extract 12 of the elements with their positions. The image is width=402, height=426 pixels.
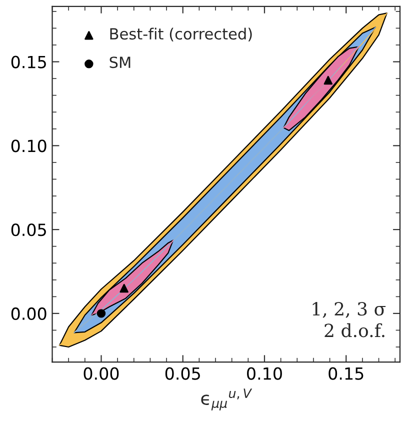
y-tick-label: 0.00 (11, 307, 46, 320)
y-tick-label: 0.10 (11, 140, 46, 152)
x-tick-label: 0.00 (84, 367, 119, 380)
y-tick-label: 0.05 (11, 224, 46, 236)
x-tick-label: 0.10 (247, 367, 282, 380)
annotation: 1, 2, 3 σ 2 d.o.f. (312, 302, 386, 338)
x-axis-title: ϵ$_{μμ}$$^{u,V}$ (201, 388, 252, 410)
x-tick-label: 0.05 (165, 367, 200, 380)
legend-label: SM (110, 56, 130, 68)
x-tick-label: 0.15 (328, 367, 364, 380)
legend-label: Best-fit (corrected) (110, 28, 252, 42)
y-tick-label: 0.15 (11, 56, 46, 68)
